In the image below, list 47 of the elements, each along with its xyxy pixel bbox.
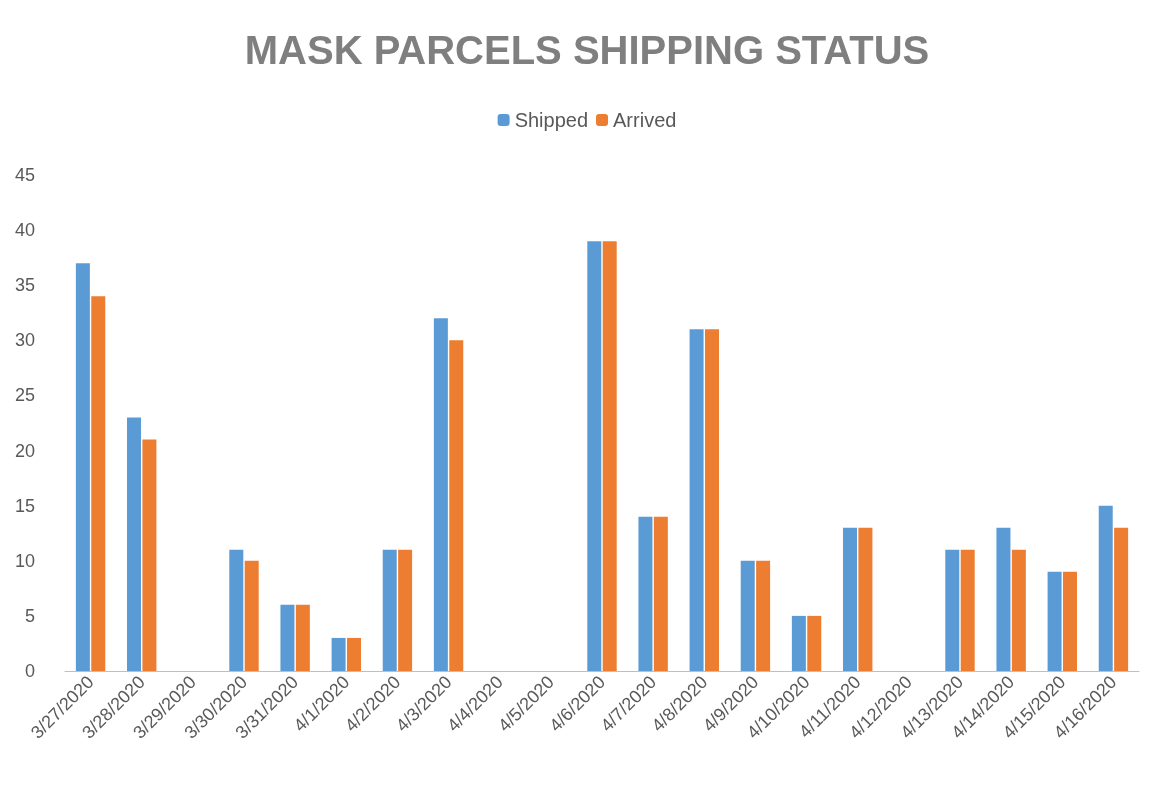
bar	[996, 527, 1011, 671]
y-tick-label: 10	[14, 550, 35, 571]
y-tick-label: 45	[14, 165, 35, 185]
bar	[704, 329, 719, 671]
y-tick-label: 25	[14, 385, 35, 406]
y-tick-label: 0	[24, 661, 35, 681]
bar	[127, 417, 142, 671]
bar	[1047, 571, 1062, 671]
bar	[1098, 505, 1113, 671]
bar	[346, 637, 361, 671]
bar	[653, 516, 668, 671]
bar	[945, 549, 960, 671]
bar	[280, 604, 295, 671]
bar	[295, 604, 310, 671]
y-tick-label: 20	[14, 440, 35, 461]
bar	[791, 615, 806, 671]
bar	[433, 318, 448, 671]
y-tick-label: 30	[14, 330, 35, 351]
bar	[1062, 571, 1077, 671]
bar	[638, 516, 653, 671]
bar	[331, 637, 346, 671]
y-tick-label: 35	[14, 275, 35, 296]
bar	[244, 560, 259, 671]
y-tick-label: 40	[14, 220, 35, 241]
bar	[756, 560, 771, 671]
bar	[587, 241, 602, 671]
bar	[689, 329, 704, 671]
bar	[960, 549, 975, 671]
y-tick-label: 5	[24, 605, 35, 626]
bar	[807, 615, 822, 671]
legend-label: Arrived	[613, 109, 677, 131]
bar	[75, 263, 90, 671]
bar	[229, 549, 244, 671]
bar	[449, 340, 464, 671]
bar	[382, 549, 397, 671]
bar	[740, 560, 755, 671]
bar	[1011, 549, 1026, 671]
bar	[142, 439, 157, 671]
chart-title: MASK PARCELS SHIPPING STATUS	[244, 28, 930, 72]
bar	[858, 527, 873, 671]
bar	[1114, 527, 1129, 671]
bar	[602, 241, 617, 671]
bar	[843, 527, 858, 671]
y-tick-label: 15	[14, 495, 35, 516]
bar	[398, 549, 413, 671]
legend-label: Shipped	[514, 109, 589, 131]
bar	[91, 296, 106, 671]
